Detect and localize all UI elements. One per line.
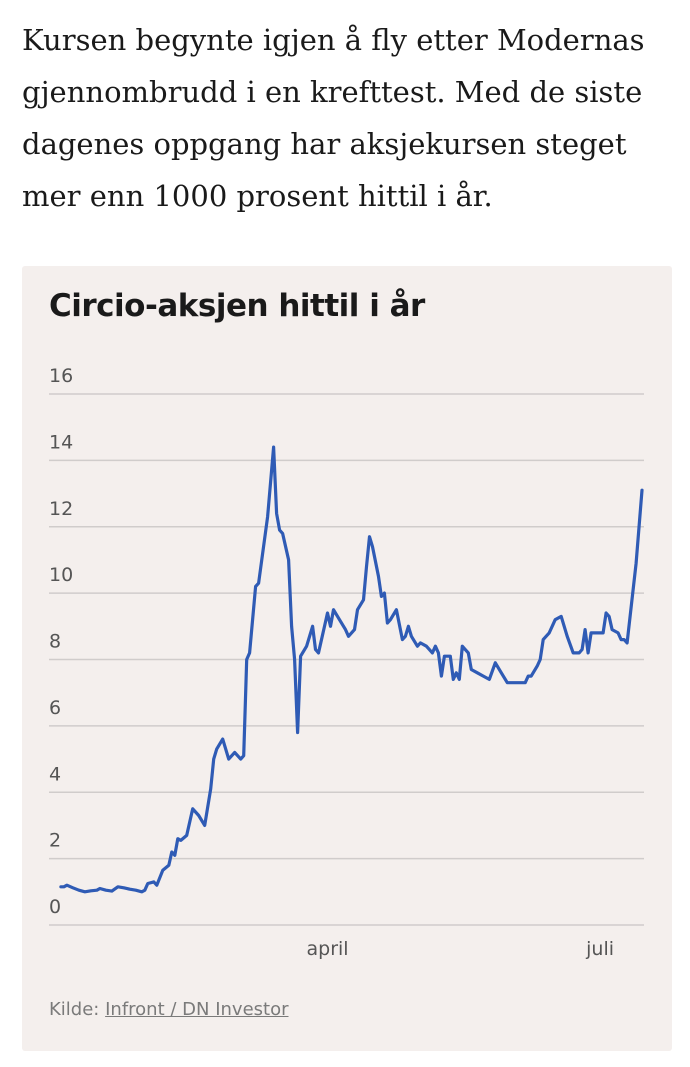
chart-card: Circio-aksjen hittil i år 0 2 4 6 8 10 12 14 16 … (22, 266, 672, 1051)
grid-lines (49, 393, 644, 926)
x-tick-label: juli (585, 938, 614, 960)
y-tick-label: 8 (49, 631, 61, 653)
source-link[interactable]: Infront / DN Investor (105, 999, 289, 1020)
y-tick-label: 14 (49, 431, 73, 453)
y-tick-label: 0 (49, 896, 61, 918)
x-axis-tick-labels: april juli (306, 938, 614, 960)
y-axis-tick-labels: 0 2 4 6 8 10 12 14 16 (49, 365, 73, 918)
y-tick-label: 12 (49, 498, 73, 520)
y-tick-label: 4 (49, 763, 61, 785)
y-tick-label: 16 (49, 365, 73, 387)
chart-plot: 0 2 4 6 8 10 12 14 16 april juli (49, 365, 644, 960)
y-tick-label: 6 (49, 697, 61, 719)
y-tick-label: 2 (49, 830, 61, 852)
source-credit: Kilde: Infront / DN Investor (49, 999, 289, 1020)
y-tick-label: 10 (49, 564, 73, 586)
intro-paragraph: Kursen begynte igjen å fly etter Moderna… (22, 23, 645, 213)
x-tick-label: april (306, 938, 348, 960)
source-prefix: Kilde: (49, 999, 100, 1020)
chart-title: Circio-aksjen hittil i år (49, 288, 425, 324)
price-series-line (59, 445, 644, 894)
